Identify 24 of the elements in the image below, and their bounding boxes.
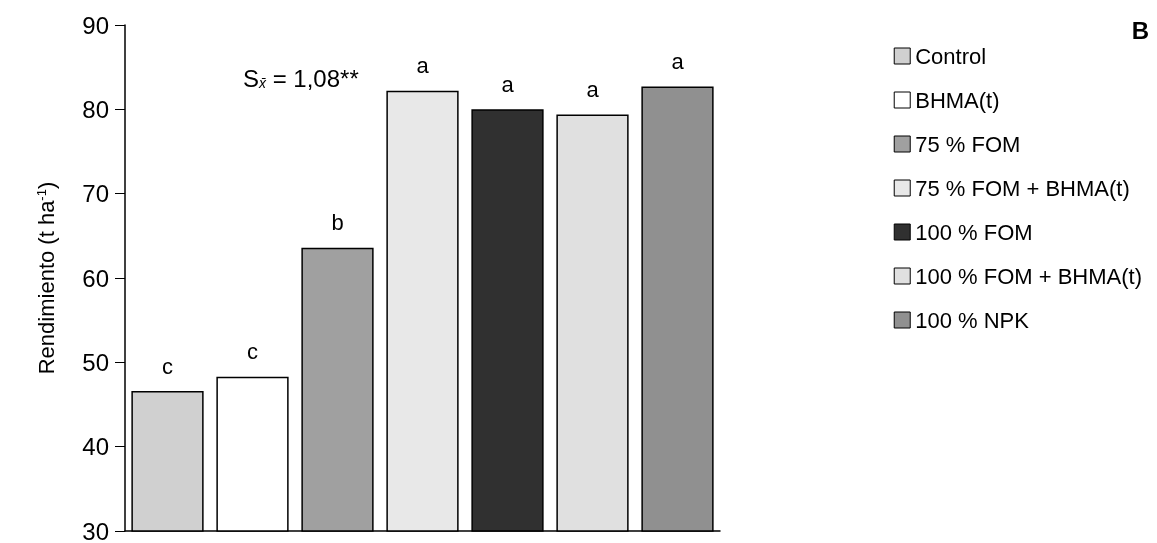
legend-label: 100 % FOM	[915, 219, 1033, 245]
legend-label: 100 % FOM + BHMA(t)	[915, 263, 1143, 289]
data-label: b	[331, 210, 344, 236]
y-tick-label: 40	[82, 433, 109, 461]
y-tick-label: 70	[82, 180, 109, 208]
data-label: a	[671, 49, 685, 75]
legend-label: 75 % FOM + BHMA(t)	[915, 175, 1130, 201]
annotation: Sx̄ = 1,08**	[243, 64, 359, 92]
data-label: a	[501, 71, 515, 97]
y-tick-label: 30	[82, 517, 109, 543]
legend-label: BHMA(t)	[915, 87, 1000, 113]
data-label: a	[416, 53, 430, 79]
y-axis-title: Rendimiento (t ha-1)	[33, 181, 59, 375]
y-tick-label: 90	[82, 11, 109, 39]
legend-label: 75 % FOM	[915, 131, 1021, 157]
legend-label: Control	[915, 43, 987, 69]
y-tick-label: 50	[82, 348, 109, 376]
text: B	[1131, 16, 1150, 44]
y-tick-label: 80	[82, 95, 109, 123]
data-label: a	[586, 76, 600, 102]
legend-label: 100 % NPK	[915, 307, 1030, 333]
data-label: c	[247, 339, 258, 365]
data-label: c	[162, 353, 173, 379]
y-tick-label: 60	[82, 264, 109, 292]
